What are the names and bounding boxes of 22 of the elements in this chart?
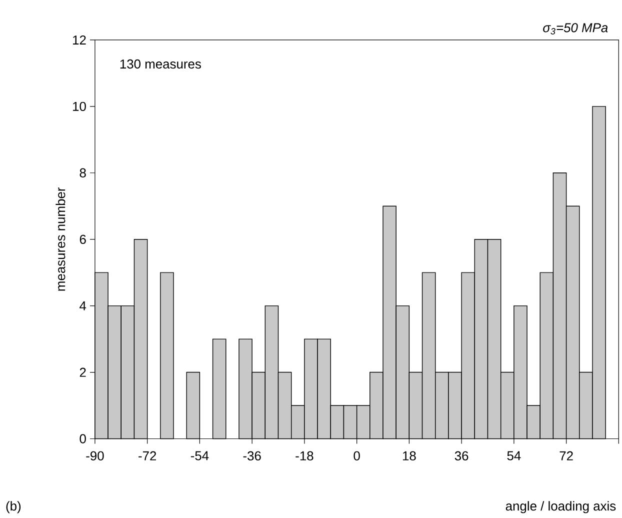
x-tick-label: -54: [190, 451, 209, 460]
y-tick-label: 10: [73, 102, 86, 112]
y-tick-label: 0: [80, 434, 86, 444]
y-tick-label: 8: [80, 168, 86, 178]
x-tick-label: 18: [402, 451, 416, 461]
x-tick-label: -18: [296, 451, 314, 461]
x-axis-title: angle / loading axis: [506, 501, 616, 514]
y-tick-label: 6: [80, 234, 86, 244]
annotation: 130 measures: [120, 60, 201, 69]
y-axis-title: measures number: [56, 188, 66, 291]
x-tick-label: -36: [243, 451, 261, 461]
y-tick-label: 2: [80, 368, 86, 377]
x-tick-label: -90: [86, 451, 104, 461]
x-tick-label: 0: [354, 451, 360, 461]
x-tick-label: 72: [560, 451, 573, 460]
text: (b): [6, 501, 21, 514]
y-tick-label: 4: [80, 302, 86, 310]
y-tick-label: 12: [73, 36, 86, 45]
chart-title: σ$_{3}$=50 MPa: [543, 23, 608, 35]
x-tick-label: 54: [507, 451, 521, 460]
x-tick-label: -72: [138, 451, 156, 460]
x-tick-label: 36: [454, 451, 468, 461]
